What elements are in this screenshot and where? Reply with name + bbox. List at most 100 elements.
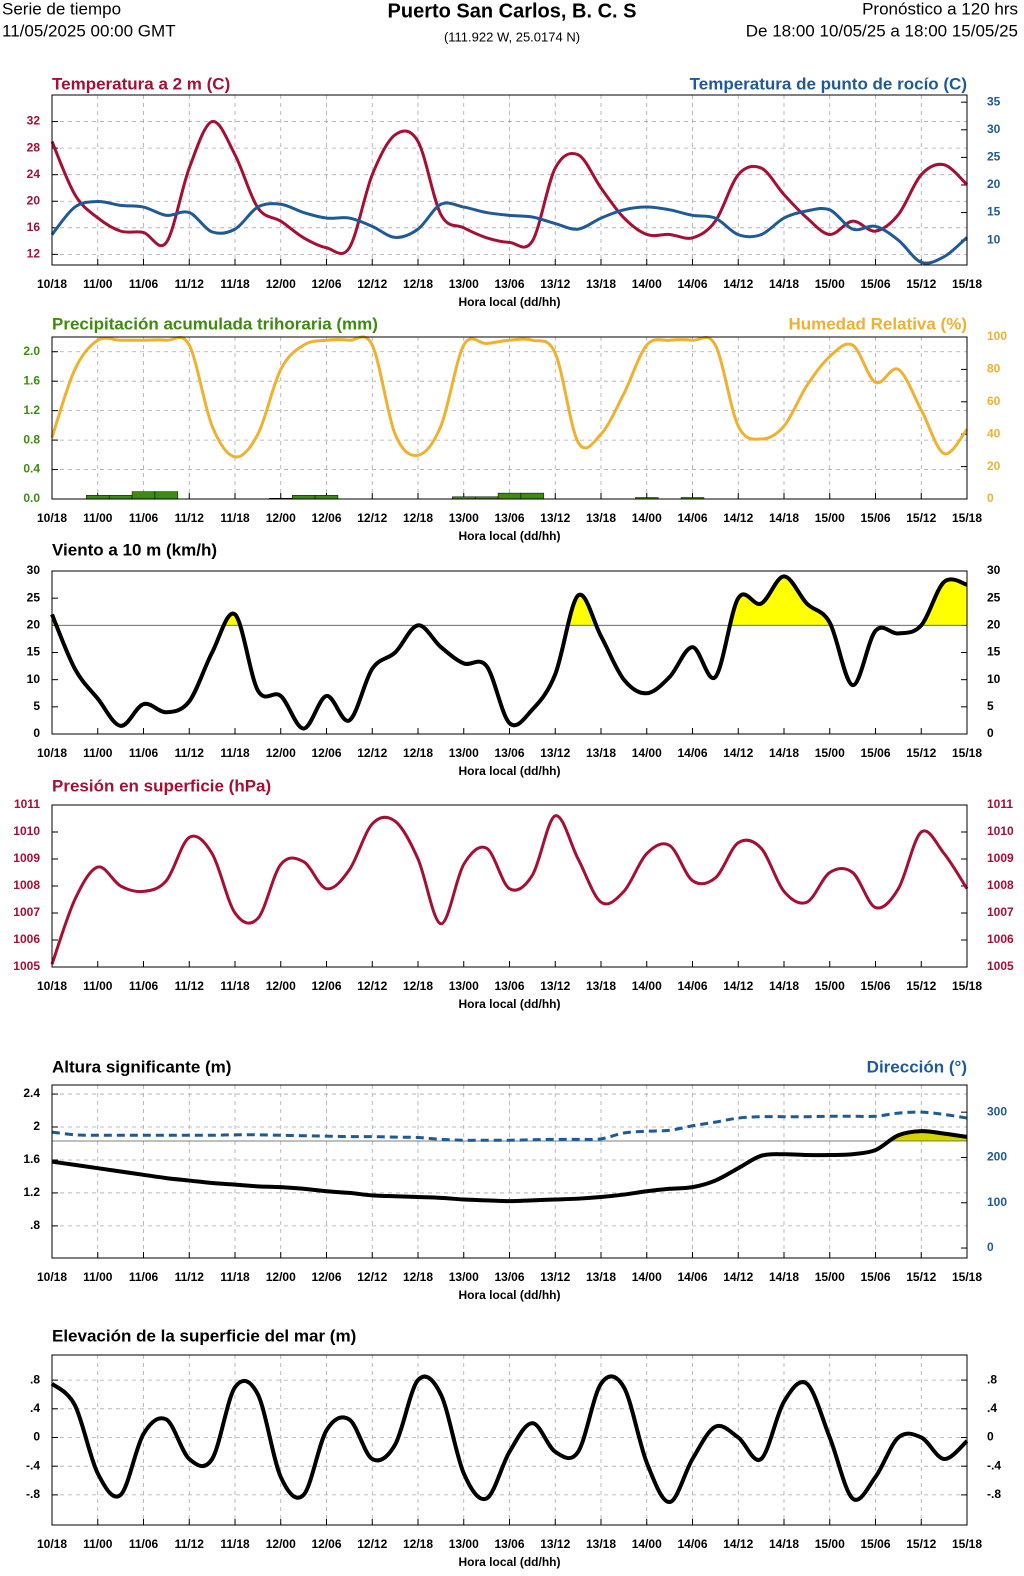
y2-tick-label: 60 [987, 394, 1001, 408]
x-tick-label: 14/12 [723, 511, 753, 525]
x-tick-label: 13/06 [494, 511, 524, 525]
y2-tick-label: 10 [987, 232, 1001, 246]
x-tick-label: 12/06 [311, 746, 341, 760]
x-tick-label: 13/18 [586, 1537, 616, 1551]
x-tick-label: 12/00 [266, 277, 296, 291]
x-tick-label: 11/00 [83, 746, 113, 760]
bar [291, 495, 316, 500]
x-tick-label: 12/06 [311, 511, 341, 525]
panel-title: Temperatura a 2 m (C) [52, 74, 230, 93]
x-tick-label: 13/00 [449, 1537, 479, 1551]
y-tick-label: 24 [27, 167, 41, 181]
y2-tick-label: 20 [987, 459, 1001, 473]
x-tick-label: 15/00 [815, 746, 845, 760]
x-tick-label: 11/06 [129, 1270, 159, 1284]
y-tick-label: 16 [27, 220, 41, 234]
y2-tick-label: 300 [987, 1104, 1007, 1118]
plot-frame [51, 804, 968, 968]
y-tick-label: 1.2 [23, 403, 40, 417]
y-tick-label-right: 5 [987, 699, 994, 713]
x-tick-label: 14/18 [769, 746, 799, 760]
y-tick-label-right: 1005 [987, 959, 1014, 973]
x-tick-label: 11/18 [220, 1270, 250, 1284]
x-tick-label: 12/12 [357, 511, 387, 525]
x-tick-label: 15/06 [860, 1270, 890, 1284]
x-tick-label: 14/06 [677, 277, 707, 291]
x-tick-label: 11/12 [175, 979, 205, 993]
x-axis-label: Hora local (dd/hh) [459, 529, 561, 543]
x-axis-label: Hora local (dd/hh) [459, 295, 561, 309]
y-tick-label: 12 [27, 247, 41, 261]
x-tick-label: 11/06 [129, 277, 159, 291]
x-tick-label: 14/12 [723, 1537, 753, 1551]
x-tick-label: 12/18 [403, 511, 433, 525]
x-tick-label: 12/12 [357, 277, 387, 291]
x-tick-label: 14/18 [769, 277, 799, 291]
header-left-2: 11/05/2025 00:00 GMT [2, 21, 176, 40]
x-tick-label: 14/06 [677, 1537, 707, 1551]
plot-frame [51, 336, 968, 500]
y-tick-label-right: 0 [987, 1430, 994, 1444]
x-tick-label: 11/12 [175, 746, 205, 760]
y2-tick-label: 20 [987, 177, 1001, 191]
x-tick-label: 15/18 [952, 979, 982, 993]
header-right-2: De 18:00 10/05/25 a 18:00 15/05/25 [746, 21, 1018, 40]
panel-title: Altura significante (m) [52, 1057, 231, 1076]
x-tick-label: 13/18 [586, 511, 616, 525]
x-tick-label: 14/12 [723, 746, 753, 760]
y-tick-label: 20 [27, 193, 41, 207]
x-tick-label: 13/00 [449, 1270, 479, 1284]
x-tick-label: 12/12 [357, 979, 387, 993]
x-tick-label: 13/00 [449, 746, 479, 760]
y-tick-label: 5 [33, 699, 40, 713]
x-tick-label: 11/12 [175, 1270, 205, 1284]
y-tick-label-right: 10 [987, 672, 1001, 686]
y2-tick-label: 200 [987, 1150, 1007, 1164]
x-tick-label: 12/06 [311, 979, 341, 993]
y-tick-label: .4 [30, 1401, 40, 1415]
x-tick-label: 12/06 [311, 277, 341, 291]
header-left-1: Serie de tiempo [2, 0, 121, 18]
x-tick-label: 15/00 [815, 979, 845, 993]
plot-frame [51, 94, 968, 266]
x-tick-label: 10/18 [37, 746, 67, 760]
x-tick-label: 11/00 [83, 1270, 113, 1284]
x-tick-label: 14/06 [677, 746, 707, 760]
y2-tick-label: 25 [987, 150, 1001, 164]
y-tick-label: 1009 [13, 851, 40, 865]
x-tick-label: 10/18 [37, 511, 67, 525]
y-tick-label: 1.2 [23, 1185, 40, 1199]
x-tick-label: 14/00 [632, 1537, 662, 1551]
y-tick-label-right: 1010 [987, 824, 1014, 838]
x-tick-label: 12/06 [311, 1270, 341, 1284]
bar [86, 495, 110, 500]
y-tick-label: 1006 [13, 932, 40, 946]
x-tick-label: 14/12 [723, 1270, 753, 1284]
x-tick-label: 15/12 [906, 277, 936, 291]
x-tick-label: 12/00 [266, 1537, 296, 1551]
y-tick-label: 2.0 [23, 344, 40, 358]
header-subtitle: (111.922 W, 25.0174 N) [444, 29, 580, 44]
x-axis-label: Hora local (dd/hh) [459, 1555, 561, 1569]
x-tick-label: 14/00 [632, 1270, 662, 1284]
x-tick-label: 14/06 [677, 979, 707, 993]
x-tick-label: 15/00 [815, 277, 845, 291]
x-tick-label: 13/18 [586, 746, 616, 760]
series-line [51, 1129, 968, 1204]
y-tick-label-right: 20 [987, 618, 1001, 632]
plot-frame [51, 1084, 968, 1259]
y2-tick-label: 0 [987, 491, 994, 505]
x-tick-label: 11/00 [83, 511, 113, 525]
x-tick-label: 11/06 [129, 979, 159, 993]
y-tick-label: .8 [30, 1218, 40, 1232]
y-tick-label: -.4 [26, 1458, 40, 1472]
y-tick-label: 0.8 [23, 432, 40, 446]
y2-tick-label: 15 [987, 205, 1001, 219]
y-tick-label: 0.4 [23, 462, 40, 476]
x-tick-label: 12/12 [357, 1537, 387, 1551]
x-tick-label: 13/06 [494, 1270, 524, 1284]
x-tick-label: 13/00 [449, 511, 479, 525]
x-tick-label: 13/18 [586, 979, 616, 993]
x-tick-label: 14/00 [632, 746, 662, 760]
